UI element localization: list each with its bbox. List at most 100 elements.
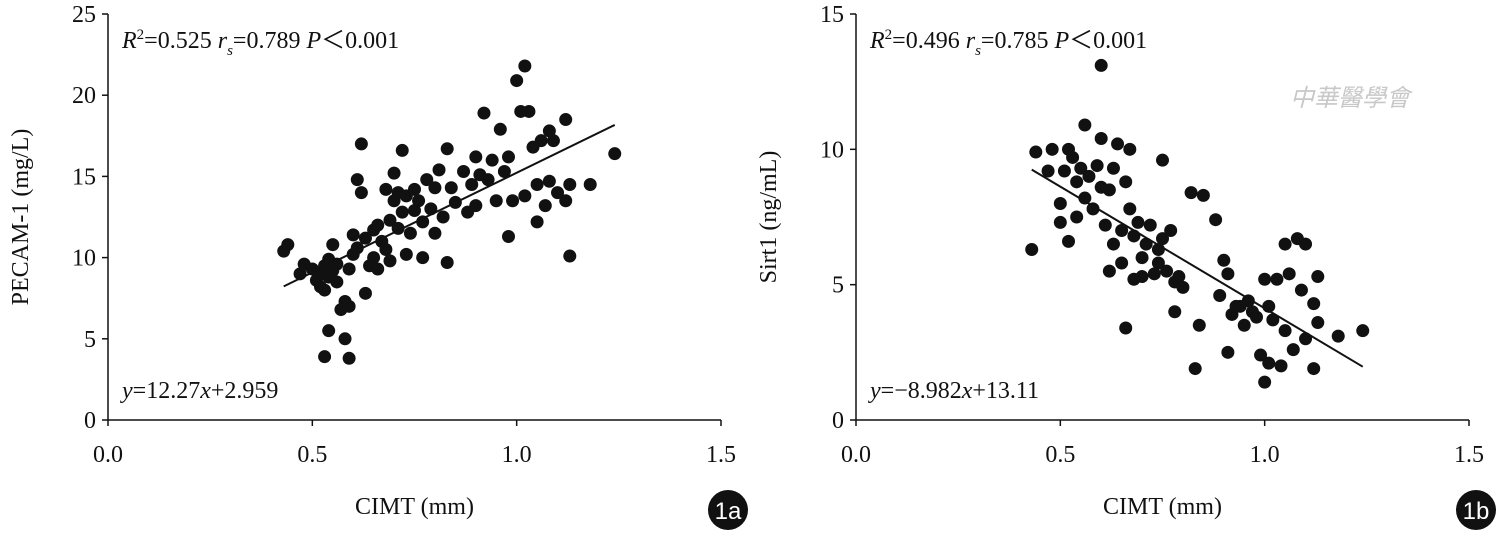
- scatter-point: [330, 257, 344, 271]
- y-tick-label: 15: [72, 164, 96, 190]
- x-tick-label: 0.0: [841, 442, 871, 468]
- x-tick-label: 0.5: [1045, 442, 1075, 468]
- scatter-point: [318, 350, 332, 364]
- scatter-point: [1270, 272, 1284, 286]
- scatter-point: [522, 104, 536, 118]
- stats-annotation: R2=0.525 rs=0.789 P＜0.001: [121, 27, 399, 59]
- scatter-point: [1160, 264, 1174, 278]
- scatter-point: [342, 262, 356, 276]
- scatter-point: [1172, 270, 1186, 284]
- y-tick-label: 20: [72, 83, 96, 109]
- text-part: x: [199, 378, 211, 404]
- scatter-point: [1102, 183, 1116, 197]
- equation: y=12.27x+2.959: [120, 378, 278, 404]
- x-tick-label: 1.5: [1454, 442, 1484, 468]
- scatter-point: [1123, 142, 1137, 156]
- scatter-point: [1213, 288, 1227, 302]
- scatter-point: [485, 153, 499, 167]
- text-part: r: [218, 28, 228, 54]
- text-part: R: [869, 28, 885, 54]
- fit-line: [283, 124, 616, 288]
- scatter-point: [506, 194, 520, 208]
- y-tick-label: 25: [72, 2, 96, 28]
- scatter-point: [354, 186, 368, 200]
- scatter-point: [1131, 215, 1145, 229]
- x-tick-label: 1.5: [706, 442, 736, 468]
- scatter-point: [428, 181, 442, 195]
- y-tick-label: 10: [820, 137, 844, 163]
- x-tick-label: 0.5: [297, 442, 327, 468]
- scatter-point: [489, 194, 503, 208]
- x-axis-label: CIMT (mm): [355, 494, 474, 520]
- equation: y=−8.982x+13.11: [868, 378, 1039, 404]
- scatter-point: [412, 194, 426, 208]
- scatter-point: [1041, 164, 1055, 178]
- scatter-point: [534, 134, 548, 148]
- scatter-point: [530, 178, 544, 192]
- scatter-point: [1331, 329, 1345, 343]
- scatter-point: [559, 194, 573, 208]
- scatter-point: [1086, 202, 1100, 216]
- text-part: s: [227, 43, 233, 59]
- scatter-point: [1356, 324, 1370, 338]
- scatter-point: [1029, 145, 1043, 159]
- scatter-point: [371, 218, 385, 232]
- scatter-point: [416, 251, 430, 265]
- scatter-point: [1217, 253, 1231, 267]
- scatter-point: [1147, 267, 1161, 281]
- scatter-point: [383, 213, 397, 227]
- scatter-point: [1266, 313, 1280, 327]
- y-tick-label: 0: [84, 408, 96, 434]
- text-part: s: [975, 43, 981, 59]
- scatter-point: [383, 254, 397, 268]
- scatter-point: [1278, 324, 1292, 338]
- scatter-point: [444, 181, 458, 195]
- scatter-point: [1070, 210, 1084, 224]
- scatter-point: [395, 143, 409, 157]
- scatter-point: [1286, 343, 1300, 357]
- scatter-point: [1078, 191, 1092, 205]
- scatter-point: [342, 351, 356, 365]
- scatter-point: [342, 299, 356, 313]
- scatter-point: [1294, 283, 1308, 297]
- y-axis-label: PECAM-1 (mg/L): [8, 129, 34, 306]
- scatter-point: [1070, 175, 1084, 189]
- scatter-point: [318, 283, 332, 297]
- text-part: R: [121, 28, 137, 54]
- scatter-point: [1062, 234, 1076, 248]
- scatter-point: [559, 113, 573, 127]
- scatter-point: [551, 186, 565, 200]
- scatter-point: [1299, 237, 1313, 251]
- scatter-point: [493, 122, 507, 136]
- text-part: P: [305, 28, 321, 54]
- scatter-point: [518, 59, 532, 73]
- scatter-point: [1111, 137, 1125, 151]
- scatter-point: [457, 165, 471, 179]
- scatter-point: [1106, 161, 1120, 175]
- scatter-point: [1045, 142, 1059, 156]
- scatter-point: [1102, 264, 1116, 278]
- scatter-point: [469, 150, 483, 164]
- x-axis-label: CIMT (mm): [1103, 494, 1222, 520]
- scatter-point: [408, 182, 421, 196]
- scatter-point: [1078, 118, 1092, 132]
- scatter-point: [403, 226, 417, 240]
- scatter-point: [1192, 318, 1206, 332]
- scatter-point: [416, 215, 430, 229]
- y-tick-label: 5: [84, 327, 96, 353]
- scatter-point: [358, 286, 372, 300]
- scatter-point: [465, 178, 479, 192]
- scatter-point: [1164, 224, 1178, 238]
- text-part: =0.525: [144, 28, 218, 54]
- scatter-point: [1311, 270, 1325, 284]
- scatter-point: [1278, 237, 1292, 251]
- scatter-point: [428, 226, 442, 240]
- scatter-point: [1156, 153, 1169, 167]
- scatter-point: [432, 163, 446, 177]
- scatter-point: [1209, 213, 1223, 227]
- scatter-point: [1053, 196, 1067, 210]
- text-part: y: [868, 378, 881, 404]
- scatter-point: [501, 229, 515, 243]
- scatter-point: [608, 147, 622, 161]
- scatter-point: [563, 249, 577, 263]
